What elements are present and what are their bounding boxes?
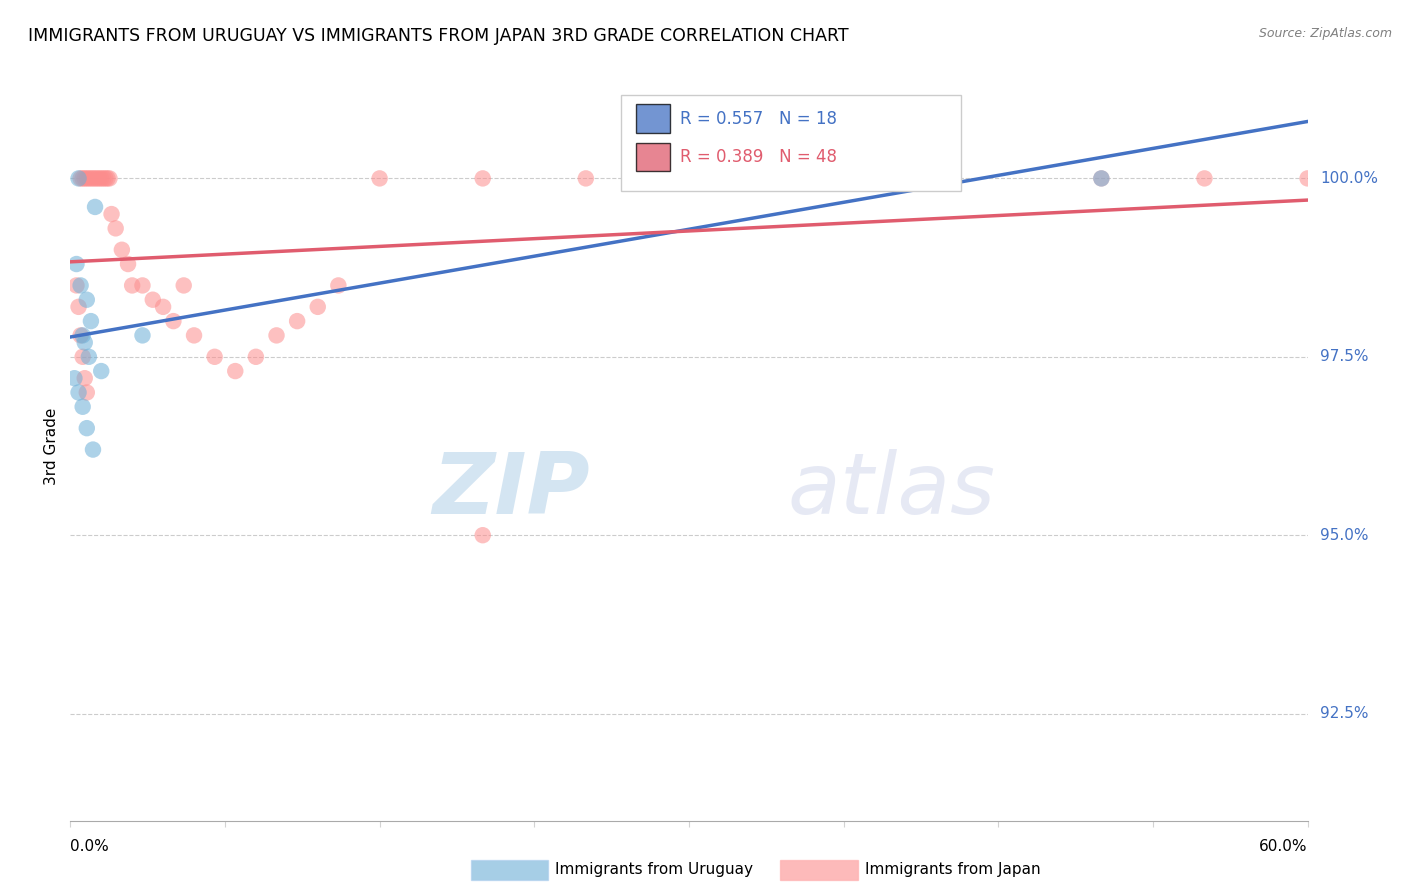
Point (67, 385, 90, 400)
Point (80, 171, 103, 186)
Text: atlas: atlas (787, 450, 995, 533)
Text: 97.5%: 97.5% (1320, 350, 1368, 364)
Point (84, 171, 107, 186)
Point (121, 278, 143, 293)
Point (96, 171, 118, 186)
Point (82, 171, 104, 186)
Point (86, 171, 108, 186)
Text: Immigrants from Uruguay: Immigrants from Uruguay (555, 863, 754, 877)
Point (780, 171, 803, 186)
Point (368, 171, 391, 186)
Point (152, 300, 174, 314)
Point (65, 257, 87, 271)
Point (94, 171, 117, 186)
Point (575, 171, 598, 186)
Point (80, 314, 103, 328)
Text: R = 0.389   N = 48: R = 0.389 N = 48 (681, 148, 838, 166)
Point (67, 171, 90, 186)
Point (69, 328, 91, 343)
Text: 95.0%: 95.0% (1320, 528, 1368, 542)
Point (69, 278, 91, 293)
Point (63, 371, 86, 385)
Point (1090, 171, 1112, 186)
Point (89, 171, 111, 186)
Text: Source: ZipAtlas.com: Source: ZipAtlas.com (1258, 27, 1392, 40)
FancyBboxPatch shape (636, 143, 671, 171)
Point (131, 328, 153, 343)
Point (82, 442, 104, 457)
Point (224, 364, 246, 378)
Point (285, 314, 308, 328)
Point (884, 171, 907, 186)
Text: IMMIGRANTS FROM URUGUAY VS IMMIGRANTS FROM JAPAN 3RD GRADE CORRELATION CHART: IMMIGRANTS FROM URUGUAY VS IMMIGRANTS FR… (28, 27, 849, 45)
Text: Immigrants from Japan: Immigrants from Japan (865, 863, 1040, 877)
Text: 92.5%: 92.5% (1320, 706, 1368, 721)
Point (84, 200, 107, 214)
Point (72, 328, 94, 343)
FancyBboxPatch shape (636, 104, 671, 133)
Text: 60.0%: 60.0% (1260, 839, 1308, 855)
Point (307, 300, 329, 314)
Point (73, 335, 96, 350)
Text: 100.0%: 100.0% (1320, 171, 1378, 186)
Point (471, 171, 494, 186)
Point (65, 278, 87, 293)
Point (173, 278, 195, 293)
Point (73, 171, 96, 186)
Point (162, 314, 184, 328)
Point (142, 293, 165, 307)
Point (91, 171, 114, 186)
Point (77, 171, 100, 186)
Text: R = 0.557   N = 18: R = 0.557 N = 18 (681, 110, 838, 128)
Point (131, 278, 153, 293)
Point (183, 328, 205, 343)
Point (77, 350, 100, 364)
Point (471, 528, 494, 542)
Point (90, 171, 112, 186)
Point (117, 257, 139, 271)
Point (266, 328, 288, 343)
Point (1194, 171, 1216, 186)
Point (111, 243, 134, 257)
Point (104, 221, 127, 235)
Point (72, 350, 94, 364)
Point (90, 364, 112, 378)
Point (328, 278, 350, 293)
Point (76, 293, 98, 307)
Point (73, 371, 96, 385)
Point (780, 171, 803, 186)
Point (245, 350, 267, 364)
Point (76, 385, 98, 400)
Point (69, 171, 91, 186)
Point (98, 171, 121, 186)
Y-axis label: 3rd Grade: 3rd Grade (44, 408, 59, 484)
Point (1090, 171, 1112, 186)
Text: 0.0%: 0.0% (70, 839, 110, 855)
Point (72, 400, 94, 414)
Point (76, 421, 98, 435)
Point (67, 300, 90, 314)
Point (72, 171, 94, 186)
Point (204, 350, 226, 364)
Point (1296, 171, 1319, 186)
Point (76, 171, 98, 186)
FancyBboxPatch shape (621, 95, 962, 191)
Point (100, 207, 122, 221)
Text: ZIP: ZIP (432, 450, 591, 533)
